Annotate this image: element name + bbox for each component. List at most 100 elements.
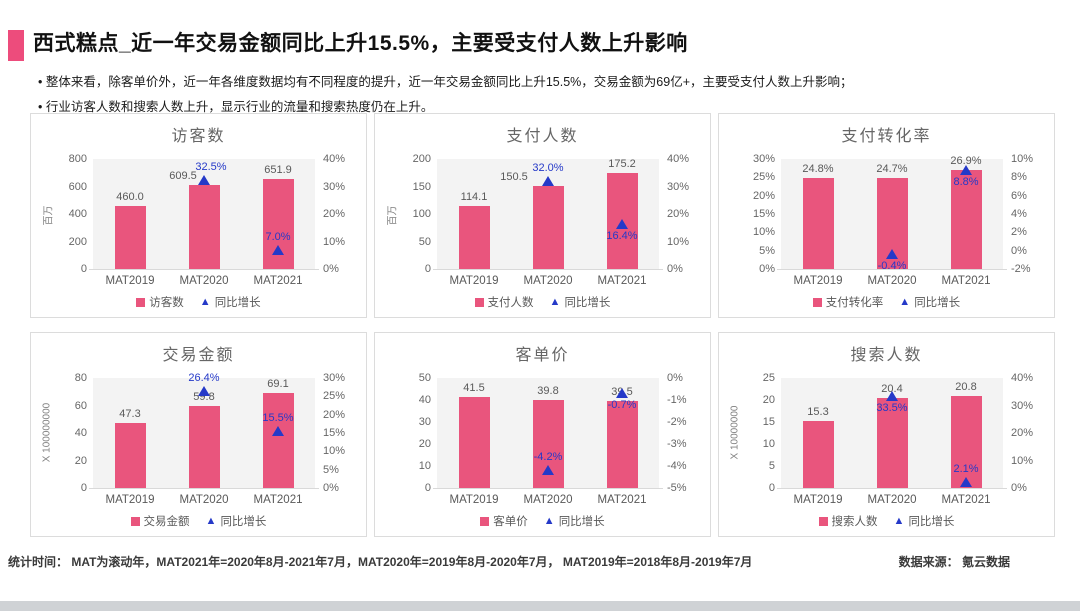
bar-swatch-icon (480, 516, 490, 526)
x-axis-label: MAT2020 (523, 275, 573, 287)
left-axis-tick: 100 (412, 208, 431, 220)
right-axis-tick: 0% (323, 482, 339, 494)
right-axis-tick: 20% (323, 408, 346, 421)
left-axis-tick: 40 (74, 427, 87, 439)
left-axis-tick: 80 (74, 372, 87, 384)
growth-value-label: 8.8% (953, 176, 979, 188)
left-axis-tick: 25 (762, 372, 775, 384)
growth-value-label: 26.4% (188, 372, 220, 385)
legend-growth-label: 同比增长 (558, 516, 605, 528)
chart-legend: 搜索人数 ▲ 同比增长 (719, 513, 1054, 529)
bar-value-label: 175.2 (608, 157, 636, 170)
right-axis-tick: 30% (1011, 399, 1034, 412)
bar-value-label: 150.5 (500, 171, 528, 184)
x-axis-label: MAT2020 (867, 275, 917, 287)
right-axis-tick: 10% (667, 235, 690, 248)
right-axis-tick: -5% (667, 482, 687, 494)
x-axis-label: MAT2021 (253, 494, 303, 506)
bar-value-label: 651.9 (264, 164, 292, 177)
x-axis-line (433, 488, 663, 489)
bar-value-label: 114.1 (460, 191, 488, 204)
right-axis-tick: 10% (323, 445, 346, 458)
legend-item-growth: ▲ 同比增长 (550, 294, 611, 310)
x-axis-label: MAT2020 (523, 494, 573, 506)
bar (114, 422, 146, 488)
legend-growth-label: 同比增长 (214, 297, 261, 309)
bar-swatch-icon (136, 297, 146, 307)
left-axis-tick: 15% (752, 208, 775, 220)
left-axis-tick: 20 (762, 394, 775, 406)
right-axis-tick: -2% (1011, 263, 1031, 275)
legend-growth-label: 同比增长 (908, 516, 955, 528)
legend-item-bar: 访客数 (136, 294, 184, 310)
bar (262, 179, 294, 269)
x-axis-label: MAT2020 (179, 494, 229, 506)
legend-item-bar: 搜索人数 (818, 513, 878, 529)
x-axis-line (89, 488, 319, 489)
stats-period-note: 统计时间： MAT为滚动年，MAT2021年=2020年8月-2021年7月，M… (8, 555, 753, 569)
x-axis-label: MAT2020 (867, 494, 917, 506)
legend-bar-label: 支付转化率 (825, 297, 884, 309)
x-axis-label: MAT2019 (793, 494, 843, 506)
growth-triangle-icon (198, 386, 210, 397)
bar (802, 178, 834, 269)
right-axis-tick: 0% (667, 372, 683, 384)
legend-bar-label: 支付人数 (487, 297, 534, 309)
bar (458, 206, 490, 269)
x-axis-line (433, 269, 663, 270)
growth-triangle-icon (272, 426, 284, 437)
left-axis-tick: 200 (68, 235, 87, 248)
right-axis-tick: 40% (667, 153, 690, 165)
growth-triangle-icon (198, 174, 210, 185)
legend-item-growth: ▲ 同比增长 (899, 294, 960, 310)
right-axis-tick: -2% (667, 416, 687, 428)
growth-triangle-icon (616, 218, 628, 229)
right-axis-tick: 20% (667, 208, 690, 220)
growth-value-label: 2.1% (953, 463, 979, 476)
left-axis-tick: 0 (768, 482, 775, 494)
bar-swatch-icon (474, 297, 484, 307)
summary-bullet-1: • 整体来看，除客单价外，近一年各维度数据均有不同程度的提升，近一年交易金额同比… (38, 75, 853, 89)
right-axis-tick: 8% (1011, 171, 1027, 184)
growth-value-label: 32.5% (195, 160, 227, 173)
chart-legend: 支付人数 ▲ 同比增长 (375, 294, 710, 310)
legend-item-bar: 支付转化率 (812, 294, 884, 310)
chart-panel-searchers: 搜索人数 X 10000000 25 20 15 10 5 0 40% 30% 20% 10% 0% 15… (718, 332, 1055, 537)
growth-triangle-icon: ▲ (205, 514, 217, 527)
left-axis-tick: 5 (768, 460, 775, 472)
right-axis-tick: 15% (323, 427, 346, 439)
chart-panel-avg-order-value: 客单价 50 40 30 20 10 0 0% -1% -2% -3% -4% -5% 41.5 MAT20… (374, 332, 711, 537)
growth-triangle-icon (886, 390, 898, 401)
x-axis-label: MAT2021 (597, 494, 647, 506)
left-axis-tick: 20 (74, 454, 87, 467)
chart-legend: 客单价 ▲ 同比增长 (375, 513, 710, 529)
right-axis-tick: 0% (1011, 244, 1027, 257)
bar (188, 185, 220, 269)
right-axis-tick: 2% (1011, 226, 1027, 239)
bar-value-label: 24.8% (802, 163, 834, 176)
x-axis-label: MAT2019 (449, 494, 499, 506)
growth-triangle-icon (542, 176, 554, 186)
x-axis-line (89, 269, 319, 270)
growth-triangle-icon (960, 165, 972, 175)
bar-value-label: 15.3 (807, 405, 829, 418)
growth-value-label: 16.4% (606, 229, 638, 242)
bar-value-label: 39.8 (537, 385, 559, 398)
left-axis-tick: 40 (418, 394, 431, 406)
x-axis-label: MAT2021 (941, 494, 991, 506)
right-axis-tick: -3% (667, 438, 687, 450)
x-axis-line (777, 488, 1007, 489)
left-axis-tick: 50 (418, 372, 431, 384)
x-axis-label: MAT2021 (597, 275, 647, 287)
growth-triangle-icon (886, 249, 898, 260)
growth-triangle-icon: ▲ (899, 295, 911, 308)
x-axis-line (777, 269, 1007, 270)
legend-bar-label: 客单价 (493, 516, 528, 528)
x-axis-label: MAT2021 (941, 275, 991, 287)
left-axis-tick: 150 (412, 180, 431, 193)
right-axis-tick: 40% (1011, 372, 1034, 384)
bar-value-label: 609.5 (169, 170, 197, 183)
right-axis-tick: 0% (323, 263, 339, 275)
left-axis-tick: 0 (80, 263, 87, 275)
bar (262, 392, 294, 488)
